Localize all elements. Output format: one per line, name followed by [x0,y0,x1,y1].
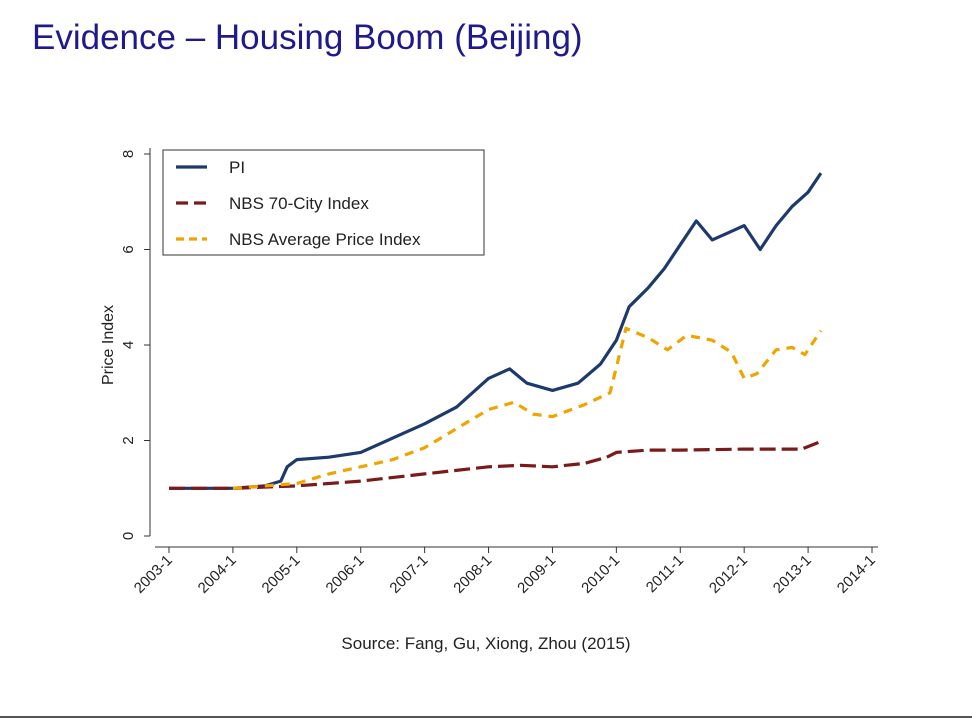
x-tick-label: 2006-1 [322,552,367,597]
x-tick-label: 2011-1 [643,552,687,596]
series-line-2 [232,326,823,490]
y-tick-label: 8 [120,150,137,158]
x-tick-label: 2003-1 [131,552,176,597]
slide-bottom-divider [0,716,972,718]
x-tick-label: 2013-1 [770,552,815,597]
slide-title: Evidence – Housing Boom (Beijing) [32,18,583,57]
x-tick-label: 2009-1 [514,552,559,597]
y-tick-label: 4 [120,341,137,349]
y-tick-label: 6 [120,245,137,253]
x-tick-label: 2005-1 [259,552,304,597]
legend-box [162,149,485,256]
legend-label-0: PI [229,158,245,177]
legend-label-1: NBS 70-City Index [229,194,369,213]
source-note: Source: Fang, Gu, Xiong, Zhou (2015) [341,634,631,653]
x-tick-label: 2012-1 [706,552,751,597]
x-tick-label: 2010-1 [578,552,623,597]
x-tick-label: 2008-1 [450,552,495,597]
x-tick-label: 2014-1 [834,552,879,597]
y-axis-label: Price Index [100,305,117,385]
series-line-0 [169,172,823,490]
x-tick-label: 2007-1 [386,552,431,597]
y-tick-label: 0 [120,532,137,540]
series-line-1 [169,440,822,490]
y-tick-label: 2 [120,436,137,444]
x-tick-label: 2004-1 [195,552,240,597]
legend-label-2: NBS Average Price Index [229,230,421,249]
